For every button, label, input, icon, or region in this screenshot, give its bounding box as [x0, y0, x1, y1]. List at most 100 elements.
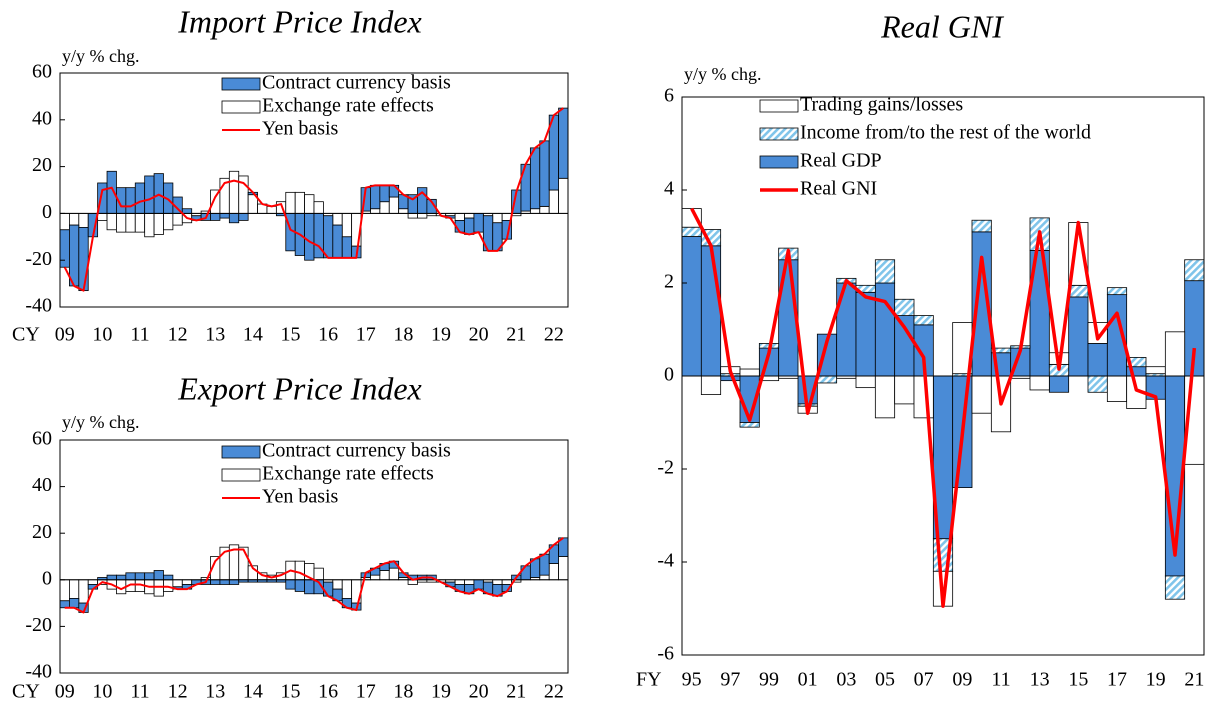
- bar: [285, 579, 296, 590]
- x-axis-label: FY: [636, 669, 662, 691]
- bar: [134, 212, 146, 233]
- bar: [464, 212, 475, 219]
- bar: [304, 579, 315, 595]
- bar: [1145, 366, 1166, 375]
- bar: [1029, 375, 1050, 391]
- bar: [529, 208, 541, 214]
- bar: [855, 375, 876, 389]
- legend-label: Exchange rate effects: [262, 95, 434, 117]
- x-tick-label: 20: [469, 681, 489, 703]
- bar: [341, 236, 353, 259]
- y-tick-label: -2: [657, 457, 674, 479]
- bar: [1184, 259, 1205, 282]
- x-tick-label: 99: [759, 669, 779, 691]
- bar: [874, 282, 896, 377]
- bar: [59, 600, 70, 609]
- y-tick-label: 40: [32, 474, 52, 496]
- bar: [69, 598, 80, 609]
- y-axis-label: y/y % chg.: [62, 46, 139, 66]
- x-tick-label: 12: [168, 681, 188, 703]
- x-tick-label: 19: [431, 681, 451, 703]
- bar: [492, 579, 503, 585]
- x-tick-label: 17: [356, 324, 376, 346]
- x-tick-label: 10: [92, 681, 112, 703]
- bar: [720, 375, 741, 382]
- bar: [304, 194, 315, 214]
- bar: [370, 184, 381, 210]
- x-tick-label: 21: [1184, 669, 1204, 691]
- x-axis-label: CY: [12, 681, 40, 703]
- bar: [144, 572, 155, 581]
- bar: [1106, 375, 1128, 402]
- bar: [388, 196, 400, 214]
- x-tick-label: 18: [393, 324, 413, 346]
- bar: [125, 187, 136, 214]
- bar: [520, 565, 531, 581]
- bar: [379, 570, 390, 581]
- bar: [116, 574, 127, 581]
- bar: [529, 147, 541, 210]
- bar: [134, 182, 146, 214]
- bar: [78, 227, 89, 292]
- y-axis-label: y/y % chg.: [62, 412, 139, 432]
- bar: [332, 224, 343, 259]
- y-axis-label: y/y % chg.: [684, 64, 761, 84]
- x-tick-label: 15: [280, 681, 300, 703]
- bar: [379, 201, 390, 214]
- bar: [454, 212, 465, 221]
- bar: [323, 581, 334, 597]
- legend-swatch: [759, 155, 799, 169]
- bar: [1087, 343, 1108, 377]
- bar: [739, 368, 760, 377]
- x-tick-label: 21: [506, 681, 526, 703]
- y-tick-label: -40: [25, 295, 52, 317]
- x-tick-label: 22: [544, 681, 564, 703]
- bar: [219, 212, 230, 219]
- bar: [1126, 356, 1147, 368]
- bar: [913, 375, 934, 419]
- bar: [388, 184, 400, 198]
- bar: [379, 184, 390, 203]
- x-tick-label: 11: [991, 669, 1010, 691]
- x-tick-label: 01: [798, 669, 818, 691]
- bar: [59, 229, 70, 268]
- chart-title: Import Price Index: [177, 3, 421, 39]
- bar: [266, 205, 277, 214]
- bar: [163, 579, 174, 592]
- bar: [539, 140, 550, 207]
- bar: [341, 579, 353, 599]
- bar: [78, 579, 89, 604]
- bar: [294, 579, 305, 592]
- x-tick-label: 14: [243, 681, 263, 703]
- legend-swatch: [221, 468, 261, 482]
- y-tick-label: 60: [32, 61, 52, 83]
- bar: [69, 212, 80, 226]
- bar: [558, 556, 569, 581]
- bar: [153, 212, 164, 235]
- y-tick-label: 20: [32, 154, 52, 176]
- y-tick-label: 4: [664, 178, 674, 200]
- x-tick-label: 20: [469, 324, 489, 346]
- x-tick-label: 12: [168, 324, 188, 346]
- y-tick-label: -20: [25, 248, 52, 270]
- bar: [153, 570, 164, 581]
- bar: [855, 291, 876, 377]
- legend-label: Trading gains/losses: [800, 94, 963, 116]
- bar: [125, 572, 136, 581]
- bar: [163, 574, 174, 581]
- x-tick-label: 10: [92, 324, 112, 346]
- bar: [294, 560, 305, 581]
- y-tick-label: 0: [42, 567, 52, 589]
- bar: [341, 212, 353, 238]
- bar: [106, 574, 117, 581]
- bar: [454, 579, 465, 585]
- legend-label: Contract currency basis: [262, 72, 451, 94]
- y-tick-label: -20: [25, 614, 52, 636]
- bar: [332, 212, 343, 226]
- bar: [144, 212, 155, 238]
- bar: [332, 579, 343, 590]
- legend-label: Yen basis: [262, 486, 339, 508]
- bar: [1164, 575, 1186, 600]
- bar: [990, 347, 1012, 354]
